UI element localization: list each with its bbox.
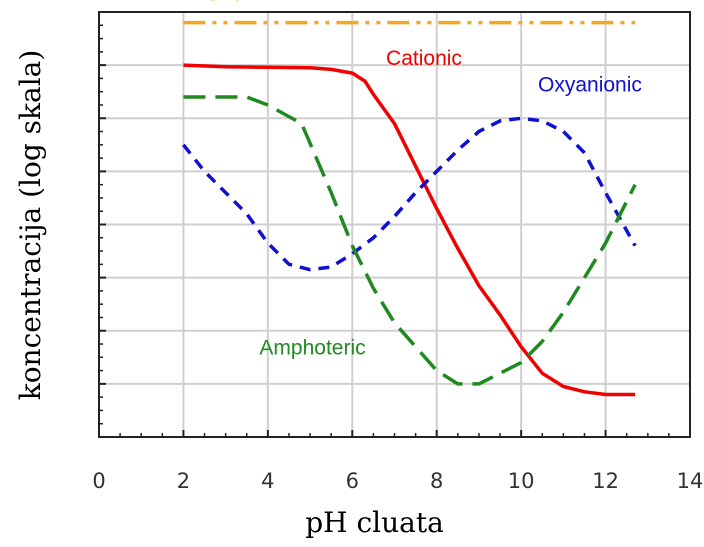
x-tick-label: 0 bbox=[92, 469, 105, 493]
series-label-amphoteric: Amphoteric bbox=[259, 337, 365, 360]
plot-frame bbox=[98, 11, 691, 438]
x-tick-label: 8 bbox=[430, 469, 443, 493]
x-tick-label: 4 bbox=[261, 469, 274, 493]
series-line-oxyanionic bbox=[182, 116, 637, 272]
series-annotations: Highly Soluble Cationic Oxyanionic Amphoter… bbox=[188, 0, 642, 360]
x-tick-label: 10 bbox=[508, 469, 535, 493]
series-label-oxyanionic: Oxyanionic bbox=[538, 74, 642, 97]
series-line-cationic bbox=[183, 63, 636, 397]
x-tick-label: 12 bbox=[592, 469, 619, 493]
series-lines bbox=[182, 20, 637, 397]
series-label-cationic: Cationic bbox=[386, 47, 462, 70]
gridlines bbox=[99, 12, 690, 437]
x-tick-label: 6 bbox=[346, 469, 359, 493]
x-tick-label: 2 bbox=[177, 469, 190, 493]
x-axis-title: pH cluata bbox=[305, 506, 444, 539]
series-line-amphoteric bbox=[183, 95, 637, 386]
y-axis-title: koncentracija (log skala) bbox=[14, 50, 47, 401]
x-tick-labels: 0 2 4 6 8 10 12 14 bbox=[92, 469, 703, 493]
series-label-highly-soluble: Highly Soluble bbox=[188, 0, 322, 1]
x-tick-label: 14 bbox=[677, 469, 704, 493]
